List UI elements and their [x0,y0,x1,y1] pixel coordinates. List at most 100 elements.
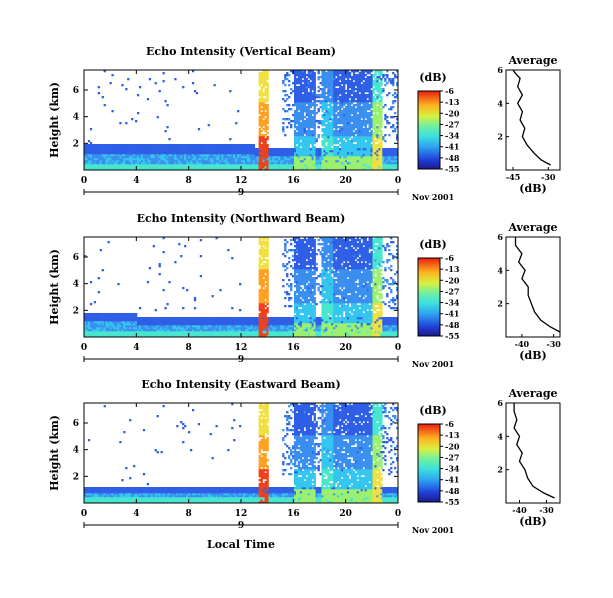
heatmap-cell [113,331,116,334]
heatmap-cell [248,325,252,328]
heatmap-cell [133,150,136,153]
heatmap-cell [199,144,203,147]
heatmap-cell [360,90,363,93]
heatmap-cell [339,158,342,161]
heatmap-cell [295,142,299,145]
heatmap-cell [217,152,220,155]
heatmap-cell [362,86,365,89]
heatmap-cell [364,98,367,101]
heatmap-cell [107,335,110,338]
heatmap-cell [123,317,126,320]
heatmap-cell [356,156,360,159]
heatmap-cell [221,168,224,171]
heatmap-cell [111,146,114,149]
heatmap-cell [252,148,256,151]
heatmap-cell [260,138,263,141]
heatmap-cell [364,106,367,109]
heatmap-cell [286,160,289,163]
heatmap-cell [225,329,228,332]
heatmap-cell [350,150,354,153]
heatmap-cell [358,102,362,105]
heatmap-cell [201,152,205,155]
heatmap-cell [135,152,138,155]
heatmap-cell [331,86,334,89]
heatmap-cell [146,166,150,169]
heatmap-cell [184,321,187,324]
heatmap-cell [133,335,136,338]
heatmap-cell [203,146,206,149]
heatmap-cell [380,142,383,145]
heatmap-cell [305,132,309,135]
heatmap-cell [186,329,189,332]
heatmap-cell [131,150,134,153]
heatmap-cell [89,317,93,320]
heatmap-cell [362,76,365,79]
heatmap-cell [176,148,179,151]
heatmap-cell [305,84,309,87]
heatmap-cell [386,160,389,163]
heatmap-cell [382,90,385,93]
heatmap-cell [260,136,263,139]
heatmap-cell [272,166,275,169]
heatmap-cell [366,82,369,85]
heatmap-cell [146,156,150,159]
heatmap-cell [341,154,344,157]
heatmap-cell [299,164,303,167]
heatmap-cell [264,259,267,262]
heatmap-cell [221,160,224,163]
heatmap-cell [184,164,187,167]
heatmap-cell [266,158,269,161]
heatmap-cell [299,78,303,81]
heatmap-cell [160,323,163,326]
heatmap-cell [372,102,375,105]
heatmap-cell [264,146,267,149]
heatmap-cell [305,162,309,165]
heatmap-cell [152,329,155,332]
heatmap-cell [158,154,161,157]
heatmap-cell [301,150,305,153]
heatmap-cell [341,164,344,167]
heatmap-cell [89,327,93,330]
heatmap-cell [156,321,159,324]
heatmap-cell [293,168,297,171]
heatmap-cell [380,104,383,107]
heatmap-cell [262,138,265,141]
heatmap-cell [211,144,214,147]
heatmap-cell [372,140,375,143]
heatmap-cell [174,261,177,264]
heatmap-cell [170,154,173,157]
heatmap-cell [180,160,183,163]
heatmap-cell [370,104,373,107]
heatmap-cell [331,138,334,141]
heatmap-cell [346,104,350,107]
heatmap-cell [378,138,381,141]
heatmap-cell [242,327,246,330]
heatmap-cell [129,323,132,326]
heatmap-cell [329,166,332,169]
heatmap-cell [127,144,130,147]
heatmap-cell [282,108,285,111]
heatmap-cell [119,323,122,326]
heatmap-cell [195,146,199,149]
x-tick-label: 16 [287,176,300,186]
heatmap-cell [97,154,100,157]
heatmap-cell [258,122,261,125]
heatmap-cell [266,150,269,153]
heatmap-cell [348,132,352,135]
heatmap-cell [231,317,234,320]
heatmap-cell [333,112,336,115]
heatmap-cell [380,108,383,111]
heatmap-cell [201,321,205,324]
heatmap-cell [280,166,283,169]
heatmap-cell [299,92,303,95]
heatmap-cell [125,331,128,334]
heatmap-cell [313,94,316,97]
heatmap-cell [262,70,265,73]
heatmap-cell [146,150,150,153]
heatmap-cell [123,333,126,336]
heatmap-cell [107,241,110,244]
heatmap-cell [307,158,310,161]
heatmap-cell [356,102,360,105]
heatmap-cell [376,152,379,155]
heatmap-cell [99,166,102,169]
